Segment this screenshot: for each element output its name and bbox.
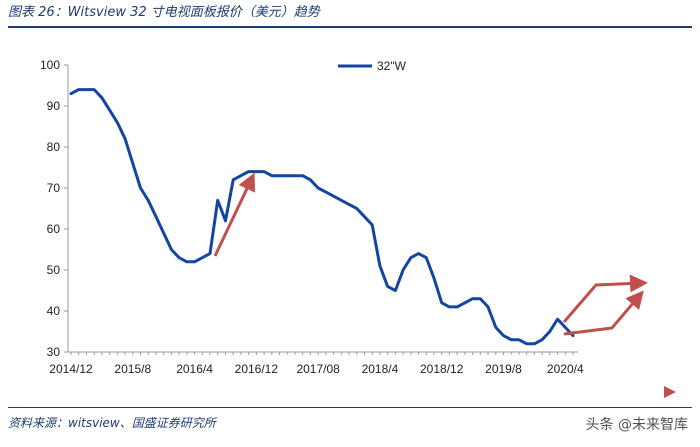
y-tick-label: 100: [40, 58, 60, 72]
x-tick-label: 2016/12: [235, 362, 279, 376]
y-axis-ticks: 30 40 50 60 70 80 90 100: [40, 58, 68, 359]
y-tick-label: 70: [47, 181, 61, 195]
title-divider: [8, 26, 692, 28]
y-tick-label: 50: [47, 263, 61, 277]
y-tick-label: 40: [47, 304, 61, 318]
x-axis-ticks: 2014/12 2015/8 2016/4 2016/12 2017/08 2018/4 2…: [49, 352, 584, 376]
chart-axes: [67, 65, 578, 353]
source-note: 资料来源：witsview、国盛证券研究所: [8, 416, 216, 430]
x-tick-label: 2017/08: [296, 362, 340, 376]
y-tick-label: 90: [47, 99, 61, 113]
x-tick-label: 2018/4: [362, 362, 399, 376]
arrow-lower-2020: [563, 290, 644, 336]
footer-divider: [8, 407, 692, 408]
x-tick-label: 2020/4: [547, 362, 584, 376]
x-tick-label: 2015/8: [114, 362, 151, 376]
series-line-32w: [69, 88, 575, 346]
x-tick-label: 2018/12: [420, 362, 464, 376]
x-tick-label: 2019/8: [485, 362, 522, 376]
chart-legend: 32"W: [338, 59, 407, 73]
watermark: 头条 @未来智库: [585, 417, 688, 433]
y-tick-label: 30: [47, 345, 61, 359]
y-tick-label: 60: [47, 222, 61, 236]
figure-title: 图表 26：Witsview 32 寸电视面板报价（美元）趋势: [8, 5, 320, 20]
x-tick-label: 2016/4: [176, 362, 213, 376]
arrow-upper-2020: [562, 274, 648, 323]
x-tick-label: 2014/12: [49, 362, 93, 376]
legend-label: 32"W: [377, 59, 407, 73]
arrow-rebound-2016: [213, 172, 255, 257]
small-triangle-marker: [664, 386, 676, 398]
annotation-arrows: [213, 172, 676, 398]
chart-series: [69, 88, 575, 346]
y-tick-label: 80: [47, 140, 61, 154]
